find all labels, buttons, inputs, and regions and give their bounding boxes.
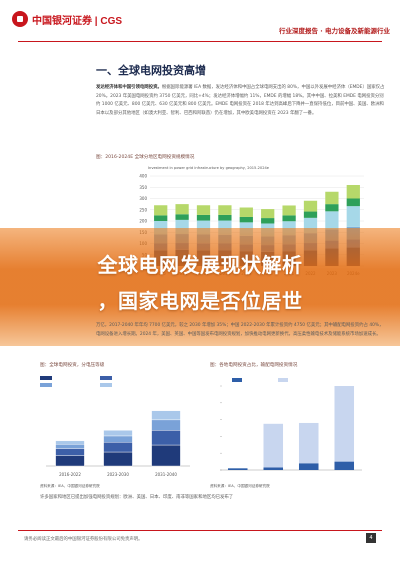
paragraph-1: 发达经济体和中国引领电网投资。根据国际能源署 IEA 数据，发达经济体和中国占全… [96,84,386,118]
paragraph-1-lead: 发达经济体和中国引领电网投资。 [96,85,162,90]
y-tick-label: 400 [139,174,147,179]
bar-segment [218,205,232,215]
bar-segment [175,214,189,220]
legend-swatch [40,383,52,387]
y-tick-label: 300 [139,196,147,201]
bar-segment [261,218,275,224]
legend-swatch [40,376,52,380]
bar-segment [55,448,85,456]
bar-segment [298,422,319,464]
bar-segment [103,435,133,443]
bar-segment [218,214,232,221]
bar-segment [346,206,360,227]
bar-segment [263,467,284,470]
bar-segment [282,215,296,222]
bar-segment [334,461,355,470]
figure-1-caption: 图：2016-2024E 全球分地区电网投资规模情况 [96,155,195,160]
bar-segment [154,205,168,216]
bar-segment [334,386,355,462]
bar-segment [346,185,360,199]
x-tick-label: 2016-2022 [59,472,81,477]
bar-segment [196,214,211,221]
bar-segment [55,444,85,449]
bar-segment [196,205,211,215]
x-tick-label: 2031-2040 [155,472,177,477]
legend-swatch [100,376,112,380]
bar-segment [325,204,339,212]
bar-segment [55,440,85,445]
section-title: 一、全球电网投资高增 [96,64,206,77]
y-tick-label: 350 [139,185,147,190]
figure-3-caption: 图：各地电网投资占比，输配电网投资情况 [210,363,298,368]
x-tick-label: 2023-2030 [107,472,129,477]
bar-segment [303,211,318,218]
bar-segment [175,204,189,215]
bar-segment [282,205,296,216]
bar-segment [263,423,284,468]
bar-segment [154,215,168,221]
y-tick-label: 250 [139,207,147,212]
bar-segment [103,442,133,453]
bar-segment [303,200,318,212]
bar-segment [151,444,181,467]
figure-3-source: 资料来源：IEA，中国银河证券研究院 [210,484,270,488]
legend-swatch [232,378,242,382]
figure-2-caption: 图：全球电网投资，分电压等级 [40,363,105,368]
bar-segment [325,211,339,230]
overlay-title-line-2: ，国家电网是否位居世 [97,289,303,313]
figure-3-svg [220,378,362,471]
brand-logo-text: 中国银河证券 | CGS [32,16,123,27]
figure-2-chart: 2016-2022 2023-2030 2031-2040 [36,372,196,480]
cgs-logo-icon [12,11,28,27]
bar-segment [239,216,253,223]
figure-2-source: 资料来源：IEA，中国银河证券研究院 [40,484,100,488]
legend-swatch [100,383,112,387]
paragraph-2-text: 万亿，2017-2040 年年均 7700 亿美元，较之 2030 年增加 35… [96,323,384,337]
page-header: 中国银河证券 | CGS 行业深度报告 · 电力设备及新能源行业 [8,8,392,35]
figure-2-svg: 2016-2022 2023-2030 2031-2040 [40,376,190,477]
report-category: 行业深度报告 · 电力设备及新能源行业 [279,27,390,35]
title-overlay-banner [0,228,400,346]
paragraph-2: 万亿，2017-2040 年年均 7700 亿美元，较之 2030 年增加 35… [96,322,386,339]
bar-segment [151,430,181,446]
bar-segment [261,209,275,219]
figure-3-chart [208,372,368,480]
legend-swatch [278,378,288,382]
bar-segment [298,463,319,470]
bar-segment [239,207,253,217]
bottom-caption: 许多国家和地区已提出加强电网投资规划：欧洲、美国、日本、印度、南非等国家和地区均… [40,495,234,500]
bar-segment [325,191,339,205]
paragraph-1-text: 根据国际能源署 IEA 数据，发达经济体和中国占全球电网支出的 80%，中国以外… [96,85,385,116]
header-divider [18,41,382,42]
bar-segment [103,451,133,467]
y-tick-label: 200 [139,219,147,224]
bar-segment [55,455,85,467]
footer-disclaimer: 请务必阅读正文最后的中国银河证券股份有限公司免责声明。 [24,537,143,542]
overlay-title-line-1: 全球电网发展现状解析 [97,253,303,277]
bar-segment [346,198,360,207]
bar-segment [103,430,133,437]
bar-segment [151,410,181,421]
bar-segment [227,468,248,470]
footer-divider [18,530,382,531]
bar-segment [151,419,181,431]
figure-1-subtitle: Investment in power grid infrastructure … [148,166,269,170]
page-number: 4 [366,533,376,543]
